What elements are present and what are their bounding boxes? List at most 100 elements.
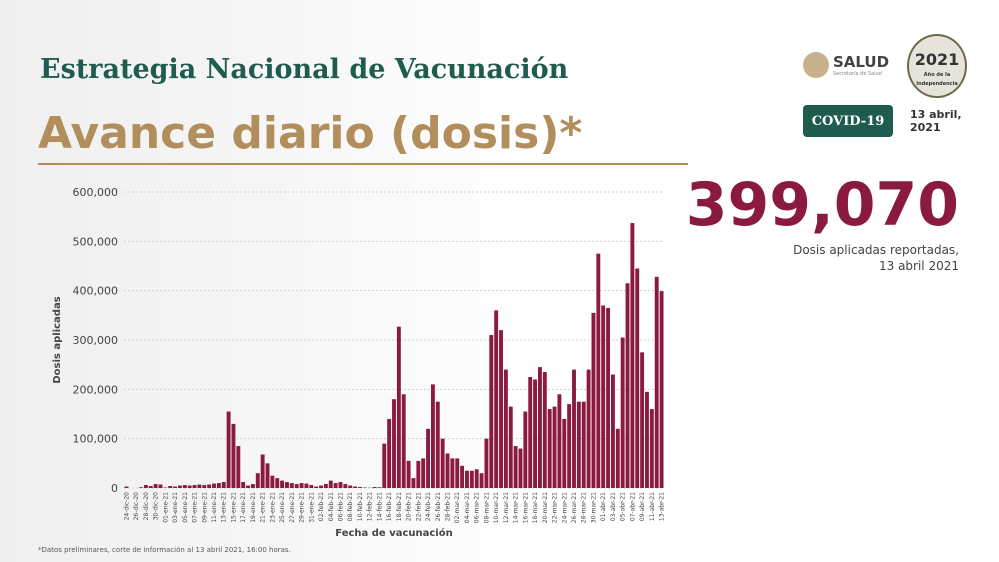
- x-tick-label: 20-mar-21: [542, 492, 549, 523]
- x-tick-label: 12-mar-21: [503, 492, 510, 523]
- bar: [173, 486, 178, 488]
- x-tick-label: 04-feb-21: [328, 492, 335, 521]
- footnote: *Datos preliminares, corte de informació…: [38, 546, 291, 554]
- bar: [265, 463, 270, 488]
- bar: [124, 486, 129, 488]
- y-tick-label: 200,000: [73, 383, 119, 396]
- bar: [153, 484, 158, 488]
- x-tick-label: 13-abr-21: [659, 492, 666, 521]
- title: Estrategia Nacional de Vacunación: [40, 54, 569, 85]
- x-tick-label: 28-feb-21: [445, 492, 452, 521]
- x-tick-label: 28-mar-21: [581, 492, 588, 523]
- bar: [659, 291, 664, 488]
- bar: [494, 310, 499, 488]
- bar: [547, 409, 552, 488]
- x-tick-label: 13-ene-21: [221, 492, 228, 523]
- x-tick-label: 29-ene-21: [299, 492, 306, 523]
- x-tick-label: 06-mar-21: [474, 492, 481, 523]
- bar: [348, 485, 353, 488]
- logo-icon: [803, 52, 829, 78]
- x-tick-label: 25-ene-21: [279, 492, 286, 523]
- bar: [484, 438, 489, 488]
- bar: [538, 367, 542, 488]
- bar: [353, 486, 358, 488]
- bar: [255, 473, 260, 488]
- bar: [606, 307, 610, 488]
- bar: [645, 391, 649, 488]
- bar: [285, 482, 289, 488]
- x-tick-label: 11-abr-21: [649, 492, 656, 521]
- bar: [358, 487, 362, 488]
- bar: [148, 486, 153, 488]
- x-tick-label: 10-feb-21: [357, 492, 364, 521]
- x-tick-label: 26-mar-21: [571, 492, 578, 523]
- x-tick-label: 21-ene-21: [260, 492, 267, 523]
- bar: [197, 484, 202, 488]
- bar: [382, 443, 387, 488]
- bar: [479, 473, 484, 488]
- highlight-caption: Dosis aplicadas reportadas, 13 abril 202…: [793, 242, 959, 274]
- bar: [649, 409, 654, 488]
- bar: [241, 482, 246, 488]
- x-tick-label: 06-feb-21: [337, 492, 344, 521]
- y-tick-label: 300,000: [73, 334, 119, 347]
- bar: [392, 399, 396, 488]
- x-tick-label: 12-feb-21: [367, 492, 374, 521]
- logo-subtext: Secretaría de Salud: [833, 71, 882, 77]
- x-tick-label: 22-feb-21: [415, 492, 422, 521]
- bar: [338, 482, 343, 488]
- bar: [328, 480, 333, 488]
- caption-line: 13 abril 2021: [878, 259, 959, 273]
- highlight-value: 399,070: [685, 170, 959, 240]
- bar: [216, 483, 221, 488]
- y-tick-label: 0: [111, 482, 118, 495]
- bar: [572, 369, 576, 488]
- x-tick-label: 15-ene-21: [230, 492, 237, 523]
- bar: [576, 401, 581, 488]
- bar: [625, 283, 630, 488]
- bar: [567, 404, 572, 488]
- bar: [231, 423, 236, 488]
- bar: [309, 485, 314, 488]
- bar: [396, 326, 401, 488]
- bar: [260, 454, 265, 488]
- bar: [294, 484, 299, 488]
- badge: COVID-19: [803, 105, 893, 137]
- bar: [411, 478, 416, 488]
- y-tick-label: 600,000: [73, 186, 119, 199]
- x-tick-label: 10-mar-21: [493, 492, 500, 523]
- bar: [523, 411, 528, 488]
- x-tick-label: 22-mar-21: [552, 492, 559, 523]
- x-tick-label: 02-feb-21: [318, 492, 325, 521]
- x-tick-label: 01-abr-21: [600, 492, 607, 521]
- bar: [474, 469, 479, 488]
- x-tick-label: 04-mar-21: [464, 492, 471, 523]
- bar: [499, 330, 503, 488]
- bar: [158, 484, 163, 488]
- bar: [552, 406, 557, 488]
- caption-line: Dosis aplicadas reportadas,: [793, 243, 959, 257]
- y-tick-label: 400,000: [73, 285, 119, 298]
- bar: [640, 352, 645, 488]
- bar: [581, 401, 586, 488]
- bar: [343, 484, 348, 488]
- bar: [280, 480, 285, 488]
- bar: [654, 276, 659, 488]
- logo-name: SALUD: [833, 53, 890, 71]
- bar: [139, 487, 143, 488]
- bar: [202, 485, 207, 488]
- x-tick-label: 14-feb-21: [376, 492, 383, 521]
- bar: [586, 369, 591, 488]
- x-tick-label: 26-dic-20: [133, 492, 140, 521]
- y-tick-label: 100,000: [73, 433, 119, 446]
- bar: [421, 458, 426, 488]
- bar: [178, 485, 182, 488]
- bar: [401, 394, 406, 488]
- x-tick-label: 14-mar-21: [513, 492, 520, 523]
- bar: [236, 446, 241, 488]
- bar: [635, 268, 640, 488]
- x-tick-label: 30-dic-20: [153, 492, 160, 521]
- x-tick-label: 11-ene-21: [211, 492, 218, 523]
